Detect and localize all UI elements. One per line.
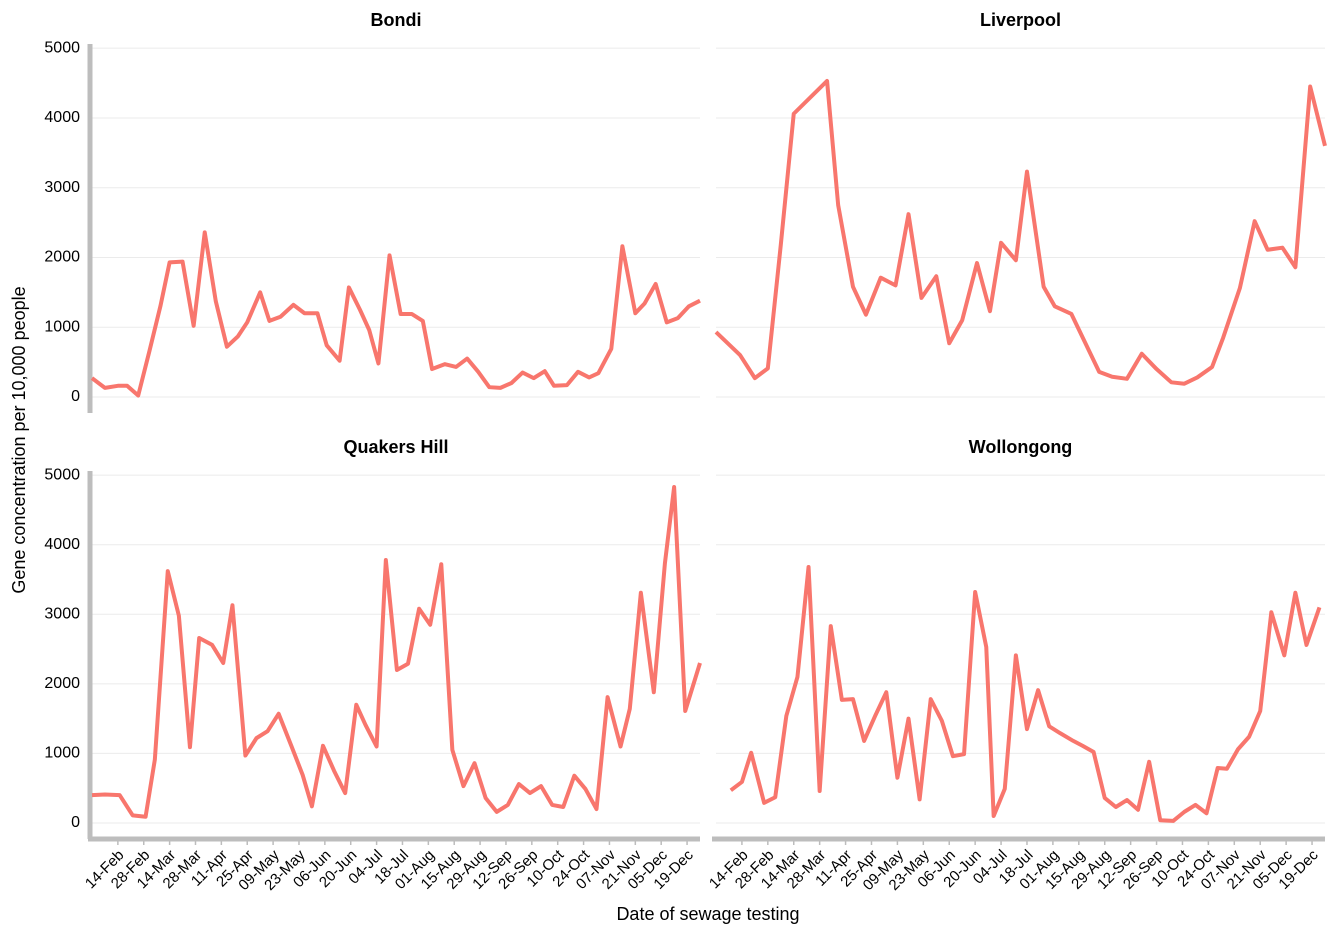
y-tick-label: 1000: [44, 745, 80, 762]
panel-title: Quakers Hill: [343, 437, 448, 457]
y-tick-label: 5000: [44, 466, 80, 483]
data-line: [91, 485, 702, 819]
data-line: [729, 565, 1322, 823]
x-axis-label: Date of sewage testing: [616, 904, 799, 924]
y-tick-label: 1000: [44, 318, 80, 335]
y-tick-label: 3000: [44, 606, 80, 623]
y-tick-label: 2000: [44, 675, 80, 692]
y-tick-label: 0: [71, 388, 80, 405]
y-tick-label: 5000: [44, 39, 80, 56]
y-tick-label: 0: [71, 814, 80, 831]
y-tick-label: 4000: [44, 536, 80, 553]
panel-title: Liverpool: [980, 10, 1061, 30]
y-tick-label: 3000: [44, 179, 80, 196]
y-tick-label: 2000: [44, 249, 80, 266]
panel-title: Wollongong: [969, 437, 1073, 457]
y-axis-label: Gene concentration per 10,000 people: [9, 286, 29, 593]
data-line: [90, 230, 701, 398]
y-tick-label: 4000: [44, 109, 80, 126]
data-line: [714, 78, 1327, 386]
panel-title: Bondi: [371, 10, 422, 30]
